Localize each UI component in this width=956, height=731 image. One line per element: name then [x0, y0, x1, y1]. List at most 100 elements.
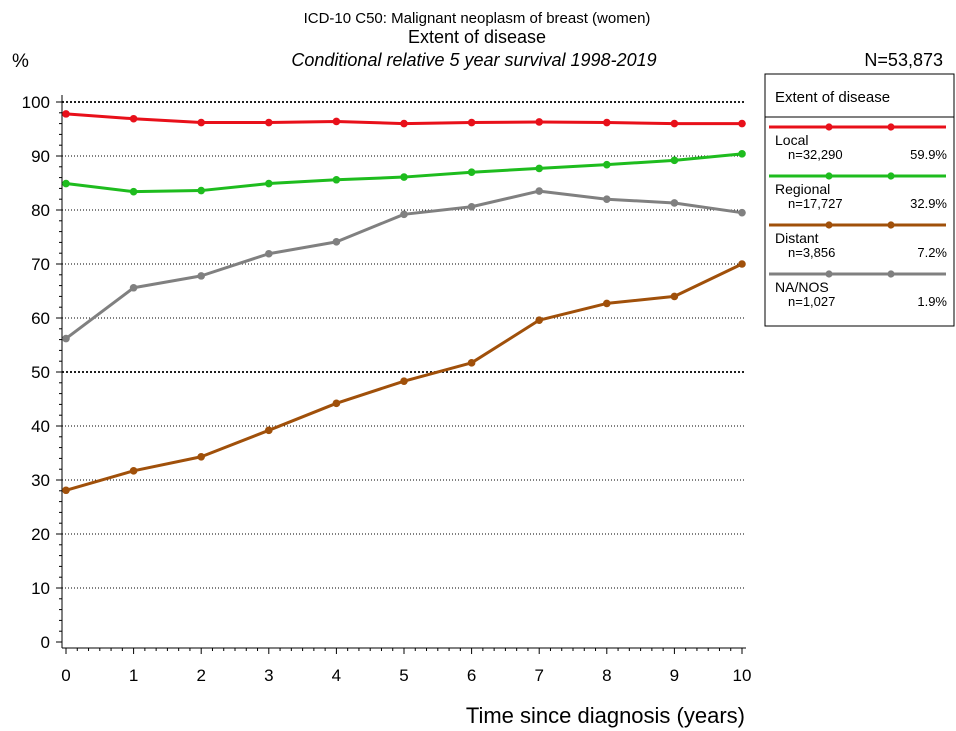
data-point-na-nos — [332, 238, 341, 246]
data-point-local — [670, 119, 679, 128]
data-point-regional — [603, 160, 611, 169]
data-point-distant — [197, 452, 205, 461]
data-point-regional — [670, 156, 679, 165]
data-point-na-nos — [467, 202, 476, 211]
legend-percent-local: 59.9% — [910, 147, 947, 162]
data-point-regional — [265, 179, 273, 188]
data-point-na-nos — [670, 199, 679, 207]
data-point-na-nos — [129, 283, 138, 292]
chart-title: ICD-10 C50: Malignant neoplasm of breast… — [304, 10, 651, 27]
data-point-local — [265, 118, 273, 127]
y-tick-label: 0 — [41, 633, 50, 652]
legend-count-na-nos: n=1,027 — [788, 294, 835, 309]
data-point-local — [332, 117, 341, 126]
legend-title: Extent of disease — [775, 89, 890, 106]
data-point-regional — [129, 187, 138, 196]
data-point-na-nos — [400, 210, 408, 219]
legend-label-distant: Distant — [775, 230, 819, 246]
legend-marker-local — [825, 123, 833, 131]
data-point-na-nos — [62, 334, 70, 343]
data-point-distant — [332, 399, 341, 408]
legend-count-local: n=32,290 — [788, 147, 843, 162]
data-point-distant — [738, 260, 746, 268]
data-point-local — [400, 119, 408, 128]
legend-marker-distant — [887, 221, 895, 229]
y-tick-label: 60 — [31, 309, 50, 328]
y-tick-label: 30 — [31, 471, 50, 490]
y-tick-label: 70 — [31, 255, 50, 274]
x-tick-label: 3 — [264, 666, 273, 685]
y-ticks: 0 10 20 30 40 50 60 70 80 90 100 — [22, 93, 62, 652]
x-tick-label: 9 — [670, 666, 679, 685]
x-tick-label: 4 — [332, 666, 341, 685]
data-point-distant — [62, 486, 70, 495]
y-tick-label: 10 — [31, 579, 50, 598]
data-point-na-nos — [535, 187, 543, 195]
legend-percent-distant: 7.2% — [917, 245, 947, 260]
data-point-regional — [400, 173, 408, 181]
legend-marker-distant — [825, 221, 833, 229]
data-point-distant — [400, 377, 408, 385]
data-point-local — [129, 114, 138, 123]
series-line-regional — [65, 152, 743, 194]
grid-lines — [62, 101, 746, 589]
data-point-regional — [738, 150, 746, 158]
data-point-local — [467, 118, 476, 127]
legend-count-distant: n=3,856 — [788, 245, 835, 260]
chart-subtitle-italic: Conditional relative 5 year survival 199… — [291, 50, 656, 70]
data-point-na-nos — [265, 249, 273, 258]
x-tick-label: 8 — [602, 666, 611, 685]
n-total: N=53,873 — [864, 50, 943, 70]
y-tick-label: 40 — [31, 417, 50, 436]
legend-box — [764, 73, 955, 327]
x-axis-label: Time since diagnosis (years) — [466, 703, 745, 728]
data-point-distant — [670, 292, 679, 301]
x-tick-label: 10 — [733, 666, 752, 685]
data-point-regional — [535, 164, 543, 173]
legend-marker-na-nos — [887, 270, 895, 278]
legend-percent-na-nos: 1.9% — [917, 294, 947, 309]
data-point-distant — [603, 299, 611, 308]
data-point-local — [603, 118, 611, 127]
data-point-regional — [62, 179, 70, 188]
data-point-distant — [265, 426, 273, 435]
y-tick-label: 90 — [31, 147, 50, 166]
x-tick-label: 6 — [467, 666, 476, 685]
x-tick-label: 1 — [129, 666, 138, 685]
legend-percent-regional: 32.9% — [910, 196, 947, 211]
legend-marker-regional — [887, 172, 895, 180]
data-point-distant — [535, 316, 543, 324]
y-tick-label: 100 — [22, 93, 50, 112]
x-tick-label: 2 — [196, 666, 205, 685]
data-point-regional — [467, 168, 476, 176]
data-point-local — [738, 119, 746, 128]
data-point-local — [197, 118, 205, 127]
x-tick-label: 0 — [61, 666, 70, 685]
data-point-na-nos — [603, 195, 611, 203]
x-ticks: 0 1 2 3 4 5 6 7 8 9 10 — [61, 648, 751, 685]
x-tick-label: 5 — [399, 666, 408, 685]
series-line-distant — [65, 262, 743, 492]
data-point-na-nos — [738, 208, 746, 217]
y-tick-label: 50 — [31, 363, 50, 382]
data-point-regional — [332, 175, 341, 184]
legend-marker-na-nos — [825, 270, 833, 278]
data-point-distant — [129, 467, 138, 475]
legend-label-na-nos: NA/NOS — [775, 279, 829, 295]
x-tick-label: 7 — [534, 666, 543, 685]
data-point-regional — [197, 186, 205, 195]
data-point-na-nos — [197, 272, 205, 280]
legend-label-regional: Regional — [775, 181, 830, 197]
data-point-local — [535, 118, 543, 126]
data-point-local — [62, 110, 70, 118]
legend-marker-local — [887, 123, 895, 131]
data-point-distant — [467, 359, 476, 367]
chart-subtitle: Extent of disease — [408, 27, 546, 47]
y-axis-unit: % — [12, 51, 29, 72]
legend-marker-regional — [825, 172, 833, 180]
y-tick-label: 20 — [31, 525, 50, 544]
legend-count-regional: n=17,727 — [788, 196, 843, 211]
legend-label-local: Local — [775, 132, 808, 148]
